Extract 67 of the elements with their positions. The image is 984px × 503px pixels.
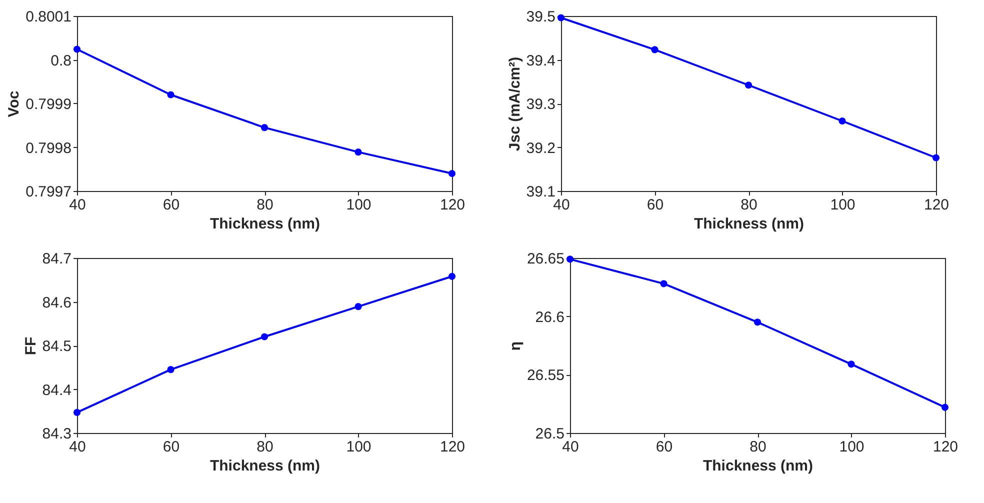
x-tick-label: 100: [346, 438, 372, 456]
y-tick-label: 84.5: [42, 338, 72, 355]
x-tick-label: 120: [440, 438, 466, 456]
point: [566, 256, 574, 263]
point: [448, 170, 456, 178]
x-tick-label: 60: [656, 438, 673, 456]
point: [660, 280, 668, 288]
y-tick-label: 26.55: [526, 367, 564, 384]
x-tick-label: 100: [346, 196, 372, 214]
y-tick-label: 0.7998: [26, 140, 72, 157]
y-axis-title: Voc: [6, 90, 23, 118]
y-tick-label: 26.5: [535, 426, 564, 442]
x-tick-label: 40: [69, 196, 86, 214]
x-axis-title: Thickness (nm): [210, 216, 320, 232]
y-tick-label: 84.6: [42, 294, 72, 312]
y-tick-label: 39.4: [526, 52, 556, 70]
y-tick-label: 39.3: [526, 96, 556, 113]
point: [354, 148, 362, 156]
point: [848, 360, 855, 368]
x-tick-label: 40: [553, 196, 570, 214]
y-tick-label: 0.8: [50, 52, 72, 70]
point: [448, 272, 456, 280]
y-tick-label: 26.65: [526, 250, 564, 268]
y-tick-label: 84.7: [42, 250, 72, 268]
x-tick-label: 100: [839, 438, 864, 456]
x-tick-label: 80: [256, 438, 274, 456]
point: [651, 46, 658, 54]
x-tick-label: 100: [830, 196, 856, 214]
y-tick-label: 39.5: [526, 8, 556, 26]
y-axis-title: FF: [22, 336, 40, 356]
x-tick-label: 60: [162, 196, 180, 214]
point: [557, 14, 565, 22]
point: [754, 318, 762, 326]
y-tick-label: 0.7999: [26, 96, 72, 113]
point: [73, 46, 81, 53]
x-tick-label: 60: [646, 196, 664, 214]
y-tick-label: 26.6: [535, 308, 564, 326]
point: [167, 366, 174, 374]
y-tick-label: 84.3: [42, 426, 72, 442]
x-tick-label: 120: [932, 438, 958, 456]
point: [73, 408, 81, 416]
point: [260, 124, 268, 132]
point: [354, 303, 362, 310]
x-axis-title: Thickness (nm): [210, 458, 320, 474]
x-tick-label: 120: [440, 196, 466, 214]
x-tick-label: 60: [162, 438, 180, 456]
x-tick-label: 80: [740, 196, 758, 214]
x-tick-label: 80: [256, 196, 274, 214]
point: [838, 117, 846, 125]
x-axis-title: Thickness (nm): [702, 458, 814, 474]
x-tick-label: 120: [924, 196, 950, 214]
x-tick-label: 40: [69, 438, 86, 456]
point: [744, 82, 752, 89]
y-tick-label: 0.7997: [26, 184, 72, 200]
y-tick-label: 0.8001: [26, 8, 72, 26]
point: [941, 404, 949, 411]
point: [167, 91, 174, 98]
y-tick-label: 84.4: [42, 382, 72, 399]
y-tick-label: 39.1: [526, 184, 556, 200]
x-axis-title: Thickness (nm): [694, 216, 804, 232]
y-axis-title: Jsc (mA/cm²): [506, 56, 524, 152]
point: [260, 333, 268, 340]
x-tick-label: 40: [562, 438, 579, 456]
x-tick-label: 80: [750, 438, 766, 456]
point: [932, 154, 940, 162]
y-axis-title: η: [506, 341, 524, 351]
y-tick-label: 39.2: [526, 140, 556, 157]
